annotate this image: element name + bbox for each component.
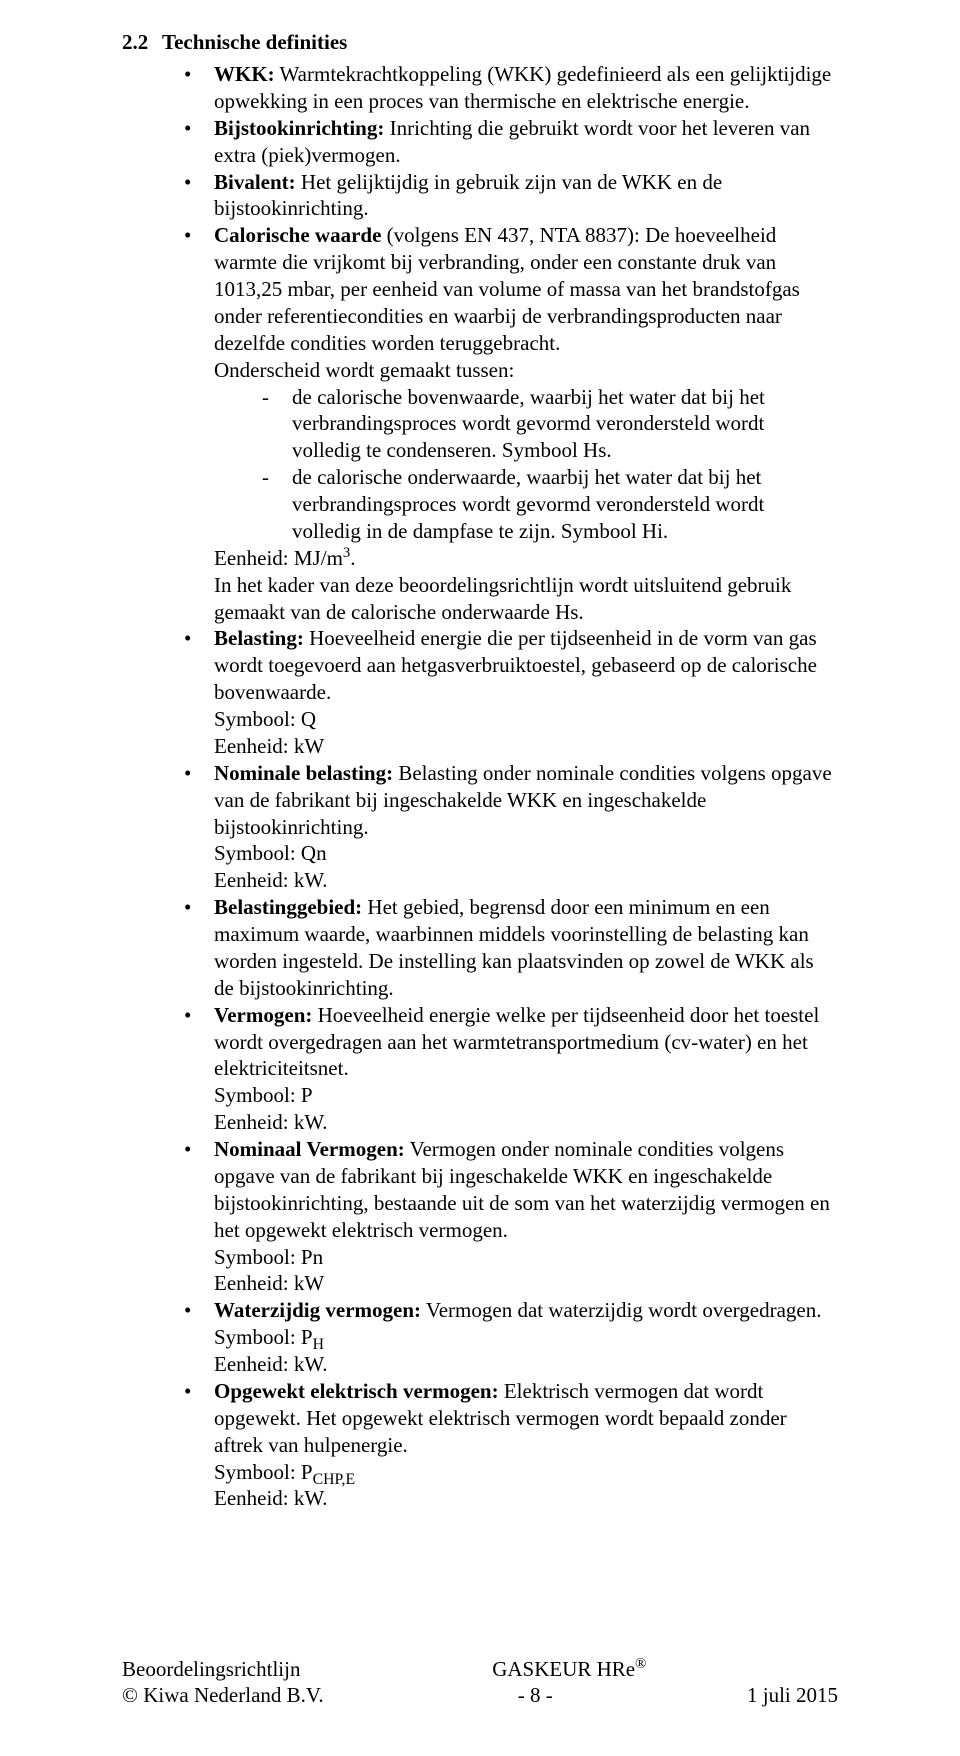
definition-item: Nominaal Vermogen: Vermogen onder nomina… [184,1136,838,1297]
term-text: Vermogen dat waterzijdig wordt overgedra… [421,1298,821,1322]
footer-left-2: © Kiwa Nederland B.V. [122,1682,324,1708]
term: Waterzijdig vermogen: [214,1298,421,1322]
definition-item: Opgewekt elektrisch vermogen: Elektrisch… [184,1378,838,1512]
symbol-line: Symbool: Q [214,706,838,733]
definition-item: Waterzijdig vermogen: Vermogen dat water… [184,1297,838,1378]
footer-left-1: Beoordelingsrichtlijn [122,1656,300,1682]
footer-right-2: 1 juli 2015 [747,1682,838,1708]
unit-line: Eenheid: MJ/m3. [214,545,838,572]
unit-post: . [350,546,355,570]
definition-item: WKK: Warmtekrachtkoppeling (WKK) gedefin… [184,61,838,115]
footer-center-2: - 8 - [324,1682,747,1708]
footer-row-2: © Kiwa Nederland B.V. - 8 - 1 juli 2015 [122,1682,838,1708]
term: Belastinggebied: [214,895,362,919]
footer-center-sup: ® [635,1656,646,1672]
definition-item: Bivalent: Het gelijktijdig in gebruik zi… [184,169,838,223]
section-heading: 2.2Technische definities [122,30,838,55]
footer-row-1: Beoordelingsrichtlijn GASKEUR HRe® [122,1656,838,1682]
term: Vermogen: [214,1003,312,1027]
post-text: Onderscheid wordt gemaakt tussen: [214,357,838,384]
definition-item: Nominale belasting: Belasting onder nomi… [184,760,838,894]
term: Nominaal Vermogen: [214,1137,405,1161]
symbol-pre: Symbool: P [214,1325,313,1349]
unit-pre: Eenheid: MJ/m [214,546,343,570]
definition-item: Vermogen: Hoeveelheid energie welke per … [184,1002,838,1136]
term: Bivalent: [214,170,296,194]
term: Nominale belasting: [214,761,393,785]
symbol-line: Symbool: Pn [214,1244,838,1271]
definition-list: WKK: Warmtekrachtkoppeling (WKK) gedefin… [122,61,838,1512]
unit-line: Eenheid: kW [214,1270,838,1297]
footer-center-pre: GASKEUR HRe [492,1657,635,1681]
term: Bijstookinrichting: [214,116,384,140]
page: 2.2Technische definities WKK: Warmtekrac… [0,0,960,1756]
unit-line: Eenheid: kW. [214,1485,838,1512]
dash-list: de calorische bovenwaarde, waarbij het w… [214,384,838,545]
post-text: In het kader van deze beoordelingsrichtl… [214,572,838,626]
dash-item: de calorische onderwaarde, waarbij het w… [262,464,838,545]
unit-line: Eenheid: kW. [214,1109,838,1136]
term: Opgewekt elektrisch vermogen: [214,1379,499,1403]
symbol-line: Symbool: PH [214,1324,838,1351]
symbol-line: Symbool: Qn [214,840,838,867]
footer-center-1: GASKEUR HRe® [300,1656,838,1682]
definition-item: Bijstookinrichting: Inrichting die gebru… [184,115,838,169]
unit-line: Eenheid: kW [214,733,838,760]
symbol-pre: Symbool: P [214,1460,313,1484]
section-title: Technische definities [162,30,347,54]
definition-item: Calorische waarde (volgens EN 437, NTA 8… [184,222,838,625]
unit-line: Eenheid: kW. [214,1351,838,1378]
symbol-line: Symbool: P [214,1082,838,1109]
section-number: 2.2 [122,30,162,55]
term-text: Warmtekrachtkoppeling (WKK) gedefinieerd… [214,62,831,113]
dash-item: de calorische bovenwaarde, waarbij het w… [262,384,838,465]
definition-item: Belasting: Hoeveelheid energie die per t… [184,625,838,759]
term: WKK: [214,62,275,86]
term: Calorische waarde [214,223,381,247]
definition-item: Belastinggebied: Het gebied, begrensd do… [184,894,838,1002]
page-footer: Beoordelingsrichtlijn GASKEUR HRe® © Kiw… [122,1656,838,1709]
unit-line: Eenheid: kW. [214,867,838,894]
term-text: Hoeveelheid energie die per tijdseenheid… [214,626,817,704]
term: Belasting: [214,626,304,650]
symbol-line: Symbool: PCHP,E [214,1459,838,1486]
